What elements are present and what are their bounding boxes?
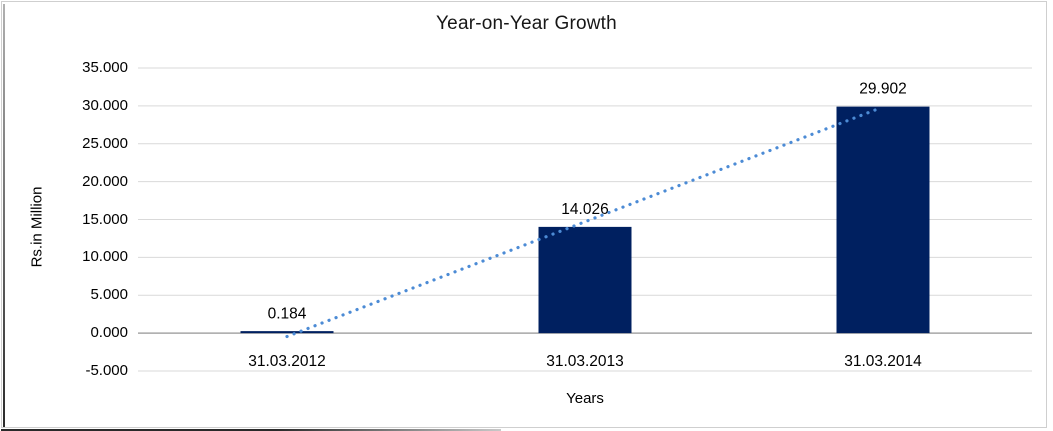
bar-31.03.2013 xyxy=(538,226,632,334)
y-tick-label: 25.000 xyxy=(82,134,128,152)
bar-31.03.2014 xyxy=(836,106,930,334)
trendline xyxy=(285,107,880,339)
chart-title: Year-on-Year Growth xyxy=(436,13,617,34)
data-label: 14.026 xyxy=(561,201,608,218)
y-tick-label: 10.000 xyxy=(82,248,128,266)
y-tick-label: 20.000 xyxy=(82,172,128,190)
frame-shadow-left xyxy=(3,4,5,427)
y-tick-label: 15.000 xyxy=(82,210,128,228)
x-axis-title: Years xyxy=(566,390,604,407)
bar-31.03.2012 xyxy=(240,331,334,334)
data-label: 29.902 xyxy=(859,81,906,98)
x-tick-label: 31.03.2014 xyxy=(844,353,922,370)
y-tick-label: 5.000 xyxy=(90,286,128,304)
y-tick-label: 30.000 xyxy=(82,96,128,114)
y-tick-label: 35.000 xyxy=(82,59,128,76)
x-tick-label: 31.03.2012 xyxy=(248,353,326,370)
data-label: 0.184 xyxy=(268,306,307,323)
y-tick-label: -5.000 xyxy=(85,362,128,379)
frame-shadow-bottom xyxy=(1,429,501,431)
y-tick-label: 0.000 xyxy=(90,324,128,342)
x-tick-label: 31.03.2013 xyxy=(546,353,624,370)
